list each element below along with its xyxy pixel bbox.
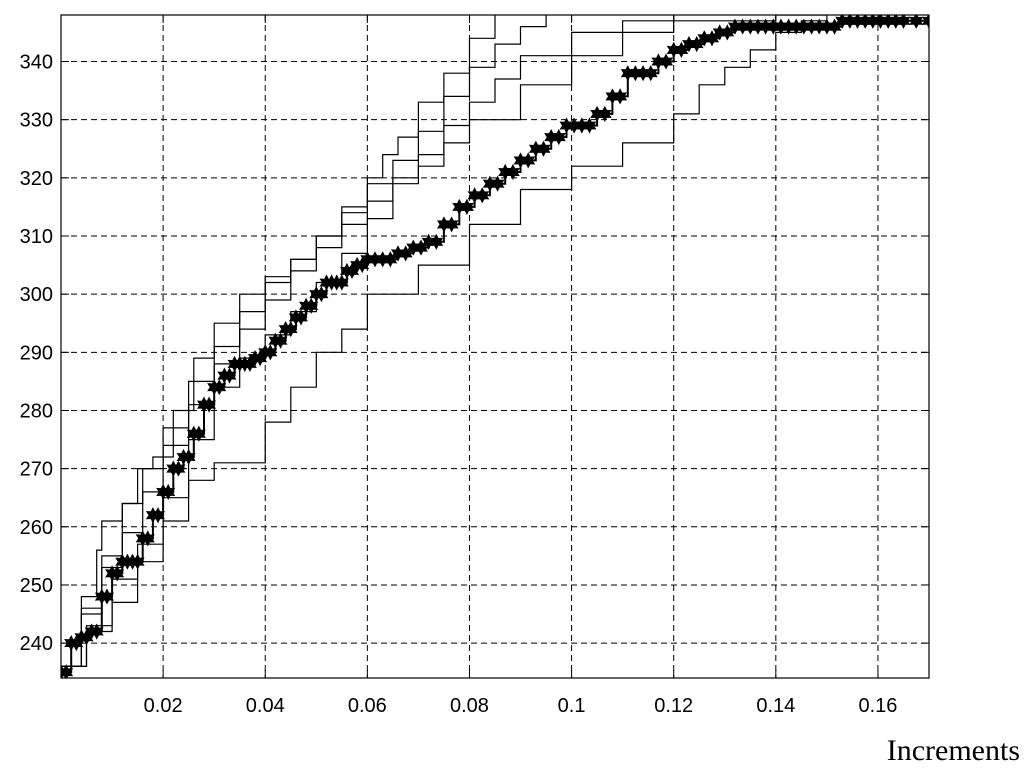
- x-tick-label: 0.02: [144, 695, 183, 717]
- x-tick-label: 0.06: [348, 695, 387, 717]
- data-point-marker: [921, 15, 929, 29]
- y-tick-label: 310: [20, 226, 53, 248]
- data-point-marker: [444, 216, 459, 233]
- plot-background: [61, 15, 929, 678]
- data-point-marker: [191, 425, 206, 442]
- data-point-marker: [140, 530, 155, 547]
- data-point-marker: [171, 460, 186, 477]
- series-line: [61, 15, 547, 667]
- data-point-marker: [212, 379, 227, 396]
- series-group: [61, 15, 929, 678]
- data-point-marker: [613, 88, 628, 105]
- data-point-marker: [161, 483, 176, 500]
- data-point-marker: [263, 344, 278, 361]
- x-tick-label: 0.16: [858, 695, 897, 717]
- data-point-marker: [181, 448, 196, 466]
- data-point-marker: [643, 65, 658, 82]
- series-4: [61, 15, 675, 667]
- data-point-marker: [429, 233, 444, 250]
- x-tick-label: 0.08: [450, 695, 489, 717]
- y-tick-label: 330: [20, 110, 53, 132]
- series-5: [61, 15, 828, 667]
- data-point-marker: [314, 286, 329, 303]
- x-axis-ticks: 0.02 0.04 0.06 0.08 0.1 0.12 0.14 0.16: [144, 15, 897, 717]
- data-point-marker: [521, 152, 536, 169]
- data-point-marker: [536, 140, 551, 157]
- x-tick-label: 0.04: [246, 695, 285, 717]
- y-tick-label: 260: [20, 517, 53, 539]
- series-6: [61, 15, 929, 678]
- data-point-marker: [283, 321, 298, 338]
- y-tick-label: 240: [20, 633, 53, 655]
- data-point-marker: [293, 309, 308, 326]
- data-point-marker: [202, 396, 217, 413]
- series-line: [61, 15, 675, 667]
- series-line: [61, 15, 828, 667]
- y-tick-label: 340: [20, 52, 53, 74]
- x-tick-label: 0.14: [756, 695, 795, 717]
- data-point-marker: [334, 274, 349, 291]
- plot-frame: [60, 14, 930, 679]
- data-point-marker: [222, 367, 237, 384]
- data-point-marker: [582, 117, 597, 134]
- y-axis-ticks: 240 250 260 270 280 290 300 310 320 330 340: [20, 52, 929, 655]
- data-point-marker: [304, 297, 319, 314]
- x-tick-label: 0.12: [654, 695, 693, 717]
- data-point-marker: [110, 565, 125, 582]
- data-point-marker: [551, 129, 566, 146]
- data-point-marker: [99, 588, 114, 605]
- y-tick-label: 270: [20, 459, 53, 481]
- data-point-marker: [490, 175, 505, 192]
- y-tick-label: 300: [20, 284, 53, 306]
- data-point-marker: [61, 664, 74, 678]
- x-tick-label: 0.1: [558, 695, 586, 717]
- data-point-marker: [459, 198, 474, 215]
- y-tick-label: 290: [20, 342, 53, 364]
- data-point-marker: [89, 623, 104, 640]
- data-point-marker: [475, 187, 490, 204]
- y-tick-label: 280: [20, 400, 53, 422]
- data-point-marker: [505, 163, 520, 181]
- data-point-marker: [896, 15, 911, 29]
- series-2: [61, 15, 547, 667]
- data-point-marker: [659, 53, 674, 70]
- y-tick-label: 250: [20, 575, 53, 597]
- data-point-marker: [597, 105, 612, 122]
- y-tick-label: 320: [20, 168, 53, 190]
- data-point-marker: [273, 332, 288, 349]
- data-point-marker: [130, 553, 145, 570]
- data-point-marker: [909, 15, 924, 29]
- data-point-marker: [150, 507, 166, 524]
- x-axis-label: Increments: [887, 734, 1020, 767]
